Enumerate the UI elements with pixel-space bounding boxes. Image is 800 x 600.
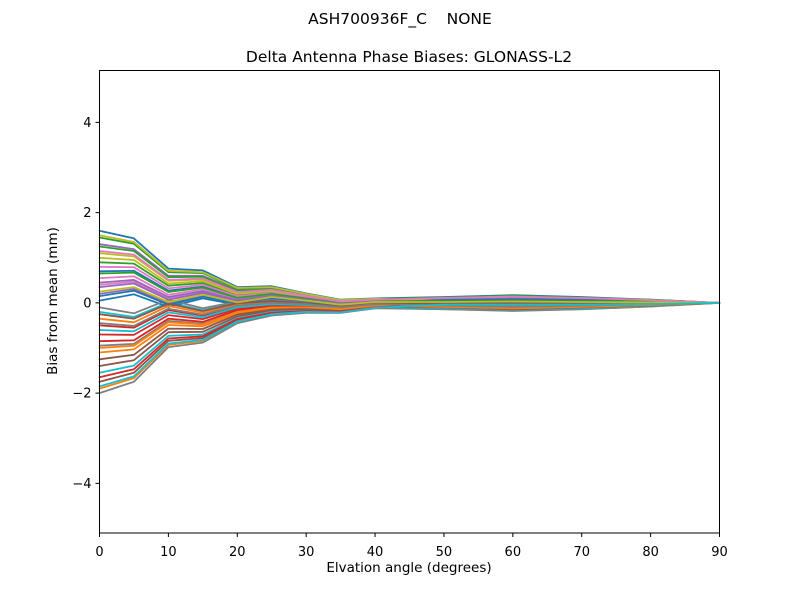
x-tick-label: 10 <box>160 545 177 560</box>
x-tick-label: 40 <box>367 545 384 560</box>
axes-spines <box>99 70 720 534</box>
x-tick-label: 90 <box>711 545 728 560</box>
y-tick-label: 2 <box>83 206 91 221</box>
y-tick-label: −2 <box>72 387 91 402</box>
x-tick-label: 60 <box>505 545 522 560</box>
series-line <box>98 301 721 349</box>
series-line <box>98 250 721 304</box>
series-line <box>98 286 721 306</box>
x-tick-label: 50 <box>436 545 453 560</box>
x-tick-label: 0 <box>95 545 103 560</box>
y-tick-label: 4 <box>83 116 91 131</box>
x-tick-label: 70 <box>573 545 590 560</box>
series-line <box>98 301 721 327</box>
x-tick-label: 80 <box>642 545 659 560</box>
axis-ticks: 0 10 20 30 40 50 60 70 80 90 −4 −2 0 2 4 <box>72 116 727 560</box>
y-tick-label: 0 <box>83 296 91 311</box>
y-tick-label: −4 <box>72 477 91 492</box>
y-axis-label: Bias from mean (mm) <box>45 227 61 375</box>
series-line <box>98 301 721 388</box>
axes-title: Delta Antenna Phase Biases: GLONASS-L2 <box>246 48 572 66</box>
x-tick-label: 30 <box>298 545 315 560</box>
x-tick-label: 20 <box>229 545 246 560</box>
figure-suptitle: ASH700936F_C NONE <box>308 10 492 29</box>
x-axis-label: Elvation angle (degrees) <box>326 560 491 576</box>
series-lines <box>98 229 721 395</box>
plot-frame <box>99 70 720 534</box>
